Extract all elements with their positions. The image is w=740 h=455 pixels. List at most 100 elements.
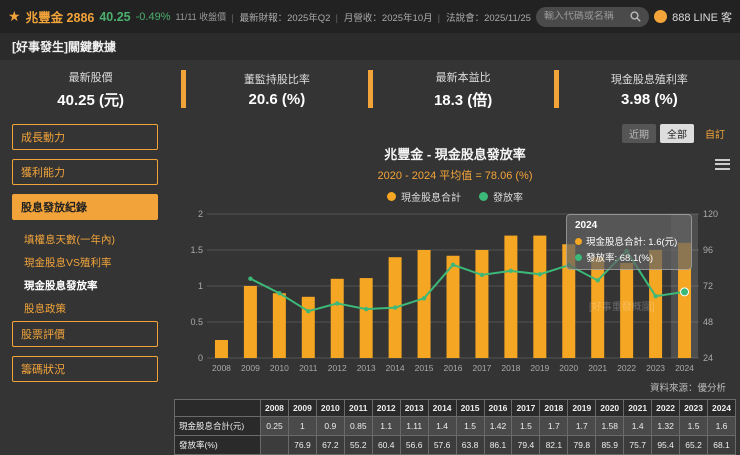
topbar: ★ 兆豐金 2886 40.25 -0.49% 11/11 收盤價 最新財報：2…	[0, 0, 740, 33]
svg-text:120: 120	[703, 209, 718, 219]
watermark: [好事重發概圍]	[589, 302, 655, 313]
year-header: 2012	[371, 399, 401, 417]
table-cell: 63.8	[455, 435, 485, 455]
sidebar-item[interactable]: 成長動力	[12, 124, 158, 150]
sidebar-item[interactable]: 籌碼狀況	[12, 356, 158, 382]
main-panel: 近期 全部 自訂 兆豐金 - 現金股息發放率 2020 - 2024 平均值 = 7…	[170, 118, 740, 455]
range-button[interactable]: 自訂	[705, 130, 725, 141]
table-cell: 0.9	[315, 416, 345, 436]
sidebar-item[interactable]: 獲利能力	[12, 159, 158, 185]
legend-label: 現金股息合計	[401, 193, 461, 204]
svg-text:2018: 2018	[501, 363, 520, 373]
range-button[interactable]: 近期	[622, 124, 656, 143]
info-earnings-call: 法說會：2025/11/25	[438, 10, 531, 24]
stock-price: 40.25	[99, 9, 131, 24]
tooltip-year: 2024	[575, 220, 598, 231]
sidebar-item[interactable]: 股票評價	[12, 321, 158, 347]
sidebar-subitem[interactable]: 現金股息VS殖利率	[24, 257, 112, 269]
svg-text:2011: 2011	[299, 363, 318, 373]
table-cell: 1.5	[511, 416, 541, 436]
metric-label: 董監持股比率	[243, 73, 310, 86]
search-icon[interactable]	[630, 11, 641, 22]
legend-item-dividend[interactable]: 現金股息合計	[387, 189, 461, 204]
svg-text:24: 24	[703, 353, 713, 363]
table-cell: 1.42	[483, 416, 513, 436]
table-cell: 1.32	[651, 416, 681, 436]
line-icon[interactable]	[654, 10, 668, 23]
table-header-row: 2008 2009 2010 2011 2012 2013 2014 2015 2016 2017…	[174, 399, 736, 417]
table-cell: 56.6	[399, 435, 429, 455]
year-header: 2017	[511, 399, 541, 417]
stock-title[interactable]: 兆豐金 2886	[25, 11, 95, 25]
metric-label: 最新股價	[68, 71, 113, 84]
svg-text:2: 2	[198, 209, 203, 219]
svg-text:1.5: 1.5	[190, 245, 203, 255]
line-service[interactable]: 888 LINE 客	[654, 9, 732, 25]
year-header: 2015	[455, 399, 485, 417]
metric-card: 最新本益比 18.3 (倍)	[373, 69, 554, 110]
chart-canvas[interactable]: 0 24 0.5 48 1 72 1.5 96 2 120 2008 2009 2010 2011 2012…	[177, 206, 733, 378]
table-cell: 1.5	[455, 416, 485, 436]
stock-change: -0.49%	[135, 10, 171, 23]
legend-dot-green-icon	[479, 192, 488, 201]
info-monthly-revenue: 月營收：2025年10月	[335, 10, 433, 24]
row-label: 發放率(%)	[174, 435, 261, 455]
table-cell: 68.1	[707, 435, 736, 455]
table-cell: 1.1	[371, 416, 401, 436]
metric-value: 20.6 (%)	[248, 90, 306, 108]
sidebar-subitem[interactable]: 股息政策	[24, 303, 66, 315]
search-box[interactable]	[535, 6, 650, 27]
range-button[interactable]: 全部	[660, 124, 694, 143]
sidebar-subitem[interactable]: 現金股息發放率	[24, 280, 98, 292]
metric-divider	[181, 70, 187, 108]
price-note: 11/11 收盤價	[175, 12, 227, 22]
svg-text:2017: 2017	[472, 363, 491, 373]
metric-label: 最新本益比	[435, 71, 491, 84]
table-cell: 1.58	[595, 416, 625, 436]
year-header: 2021	[623, 399, 653, 417]
metric-label: 現金股息殖利率	[610, 73, 688, 86]
table-row: 現金股息合計(元) 0.25 1 0.9 0.85 1.1 1.11 1.4 1.5 1.42 1.…	[174, 416, 736, 436]
tooltip-row: 發放率: 68.1(%)	[575, 250, 683, 264]
table-cell: 1	[287, 416, 317, 436]
search-input[interactable]	[543, 11, 625, 22]
table-cell: 1.7	[567, 416, 597, 436]
table-cell: 79.8	[567, 435, 597, 455]
svg-text:2009: 2009	[241, 363, 260, 373]
content-body: 成長動力獲利能力股息發放紀錄填權息天數(一年內) 現金股息VS殖利率 現金股息發放率…	[0, 118, 740, 455]
line-label[interactable]: 888 LINE 客	[672, 11, 732, 24]
year-header: 2016	[483, 399, 513, 417]
legend-item-payout[interactable]: 發放率	[479, 189, 523, 204]
table-cell: 67.2	[315, 435, 345, 455]
metric-card: 現金股息殖利率 3.98 (%)	[559, 71, 740, 108]
svg-text:2022: 2022	[617, 363, 636, 373]
legend-label: 發放率	[493, 193, 523, 204]
svg-text:2014: 2014	[386, 363, 405, 373]
svg-text:2010: 2010	[270, 363, 289, 373]
table-cell: 1.5	[679, 416, 708, 436]
tooltip-dot-icon	[575, 253, 582, 261]
sidebar-item[interactable]: 股息發放紀錄	[12, 194, 158, 220]
favorite-star-icon[interactable]: ★	[8, 8, 21, 24]
sidebar-subitem[interactable]: 填權息天數(一年內)	[24, 234, 115, 246]
table-cell: 60.4	[371, 435, 401, 455]
table-cell: 85.9	[595, 435, 625, 455]
year-header: 2023	[679, 399, 708, 417]
page-title: [好事發生]關鍵數據	[0, 33, 740, 60]
table-cell: 1.6	[707, 416, 736, 436]
chart-tooltip: 2024 現金股息合計: 1.6(元) 發放率: 68.1(%)	[566, 214, 692, 270]
chart-menu-icon[interactable]	[715, 156, 730, 172]
svg-text:2024: 2024	[675, 363, 694, 373]
svg-text:1: 1	[198, 281, 203, 291]
table-corner-cell	[174, 399, 261, 417]
svg-text:48: 48	[703, 317, 713, 327]
year-header: 2019	[567, 399, 597, 417]
metric-value: 40.25 (元)	[57, 91, 124, 109]
dividend-payout-chart[interactable]: 0 24 0.5 48 1 72 1.5 96 2 120 2008 2009 2010 2011 2012…	[174, 206, 736, 378]
year-header: 2024	[707, 399, 736, 417]
year-header: 2008	[260, 399, 289, 417]
table-cell: 75.7	[623, 435, 653, 455]
range-buttons: 近期 全部 自訂	[622, 124, 732, 143]
year-header: 2020	[595, 399, 625, 417]
